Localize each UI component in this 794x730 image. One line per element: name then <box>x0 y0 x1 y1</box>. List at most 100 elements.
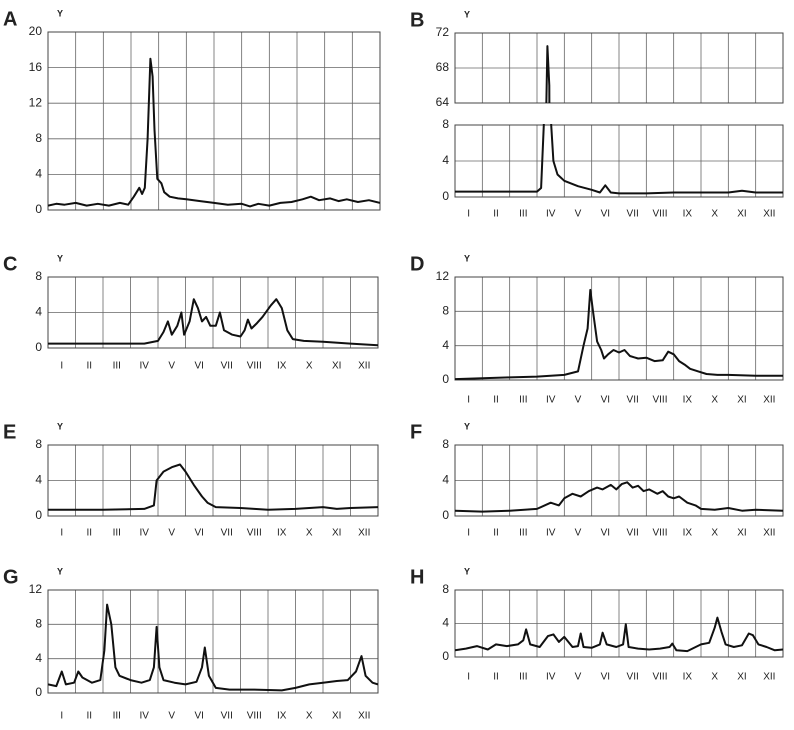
panel-letter: F <box>410 421 422 443</box>
y-tick-label: 8 <box>442 582 449 596</box>
plot-frame <box>454 589 784 658</box>
x-tick-label: XII <box>763 672 775 683</box>
y-tick-label: 4 <box>442 153 449 167</box>
x-tick-label: XI <box>332 711 341 722</box>
x-tick-label: IX <box>277 711 287 722</box>
data-line <box>455 288 783 380</box>
y-tick-label: 0 <box>35 202 42 216</box>
x-tick-label: XI <box>737 672 746 683</box>
plot-frame <box>47 444 379 517</box>
y-tick-label: 72 <box>436 25 450 39</box>
panel-letter: H <box>410 566 424 588</box>
x-tick-label: III <box>113 361 121 372</box>
x-tick-label: XI <box>737 209 746 220</box>
y-tick-label: 4 <box>442 473 449 487</box>
y-axis-label: Y <box>464 253 470 263</box>
x-tick-label: X <box>306 711 313 722</box>
x-tick-label: III <box>113 528 121 539</box>
y-axis-label: Y <box>464 421 470 431</box>
x-tick-label: XII <box>358 711 370 722</box>
x-tick-label: XI <box>737 395 746 406</box>
x-tick-label: II <box>493 672 499 683</box>
x-tick-label: I <box>60 711 63 722</box>
x-tick-label: IX <box>683 672 693 683</box>
x-tick-label: X <box>711 672 718 683</box>
y-axis-label: Y <box>57 566 63 576</box>
y-tick-label: 0 <box>442 372 449 386</box>
y-tick-label: 0 <box>442 508 449 522</box>
x-tick-label: V <box>575 528 582 539</box>
x-tick-label: III <box>519 672 527 683</box>
y-tick-label: 8 <box>442 437 449 451</box>
x-tick-label: XII <box>358 528 370 539</box>
x-tick-label: IX <box>683 528 693 539</box>
x-tick-label: III <box>519 209 527 220</box>
y-tick-label: 8 <box>442 304 449 318</box>
x-tick-label: V <box>575 395 582 406</box>
x-tick-label: V <box>168 711 175 722</box>
plot-frame <box>47 31 381 211</box>
x-tick-label: II <box>493 395 499 406</box>
y-tick-label: 4 <box>442 616 449 630</box>
x-tick-label: II <box>86 361 92 372</box>
y-tick-label: 4 <box>35 167 42 181</box>
plot-frame <box>454 444 784 517</box>
x-tick-label: II <box>86 711 92 722</box>
y-tick-label: 12 <box>29 95 43 109</box>
x-tick-label: IV <box>140 711 150 722</box>
x-tick-label: X <box>711 209 718 220</box>
x-tick-label: X <box>306 361 313 372</box>
y-tick-label: 4 <box>35 305 42 319</box>
x-tick-label: VII <box>221 711 233 722</box>
x-tick-label: XI <box>332 528 341 539</box>
x-tick-label: IV <box>546 528 556 539</box>
x-tick-label: VIII <box>247 528 262 539</box>
x-tick-label: VII <box>627 672 639 683</box>
x-tick-label: V <box>168 528 175 539</box>
x-tick-label: X <box>711 395 718 406</box>
data-line <box>48 57 380 208</box>
x-tick-label: I <box>467 395 470 406</box>
y-tick-label: 0 <box>442 649 449 663</box>
data-line <box>455 481 783 513</box>
x-tick-label: VIII <box>247 711 262 722</box>
x-tick-label: VI <box>601 528 610 539</box>
x-tick-label: X <box>711 528 718 539</box>
x-tick-label: VI <box>195 711 204 722</box>
x-tick-label: IV <box>546 395 556 406</box>
x-tick-label: XI <box>332 361 341 372</box>
x-tick-label: VIII <box>652 395 667 406</box>
x-tick-label: XII <box>358 361 370 372</box>
x-tick-label: VII <box>221 361 233 372</box>
plot-frame <box>47 276 379 349</box>
data-line <box>48 463 378 511</box>
y-tick-label: 8 <box>35 131 42 145</box>
x-tick-label: I <box>467 672 470 683</box>
x-tick-label: IV <box>140 528 150 539</box>
x-tick-label: V <box>168 361 175 372</box>
x-tick-label: VII <box>627 395 639 406</box>
x-tick-label: VI <box>195 361 204 372</box>
data-line <box>455 616 783 653</box>
x-tick-label: IV <box>140 361 150 372</box>
y-tick-label: 64 <box>436 95 450 109</box>
x-tick-label: X <box>306 528 313 539</box>
plot-frame <box>47 589 379 694</box>
y-tick-label: 0 <box>35 508 42 522</box>
x-tick-label: I <box>60 361 63 372</box>
x-tick-label: XII <box>763 528 775 539</box>
x-tick-label: III <box>519 528 527 539</box>
y-axis-label: Y <box>57 253 63 263</box>
x-tick-label: IX <box>277 361 287 372</box>
x-tick-label: I <box>467 209 470 220</box>
y-axis-label: Y <box>57 8 63 18</box>
data-line <box>48 603 378 692</box>
x-tick-label: II <box>493 528 499 539</box>
plot-frame <box>454 32 784 104</box>
y-tick-label: 4 <box>35 651 42 665</box>
x-tick-label: VIII <box>247 361 262 372</box>
x-tick-label: II <box>86 528 92 539</box>
y-axis-label: Y <box>57 421 63 431</box>
y-tick-label: 0 <box>35 340 42 354</box>
